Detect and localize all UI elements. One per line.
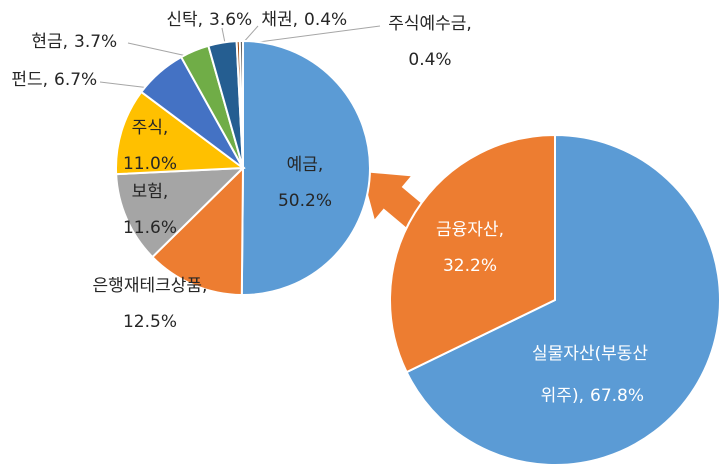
pie-slice bbox=[389, 133, 556, 374]
slice-label: 은행재테크상품, bbox=[93, 276, 208, 296]
slice-label: 현금, bbox=[31, 32, 68, 52]
pie-slice bbox=[115, 90, 246, 176]
slice-label: 예금, bbox=[287, 155, 324, 175]
slice-value: 50.2% bbox=[278, 191, 332, 211]
slice-value: 3.7% bbox=[74, 32, 117, 52]
pie-slice bbox=[240, 39, 371, 296]
slice-label: 채권, bbox=[261, 10, 298, 30]
pie-slice bbox=[151, 165, 245, 297]
pie-slice bbox=[405, 133, 721, 466]
slice-label-line: 위주), bbox=[535, 386, 584, 406]
slice-value: 32.2% bbox=[443, 256, 497, 276]
pie-slice bbox=[115, 166, 246, 259]
leader-line bbox=[243, 25, 381, 45]
slice-value: 12.5% bbox=[123, 312, 177, 332]
slice-label: 실물자산(부동산 위주), bbox=[532, 344, 648, 406]
slice-label: 주식, bbox=[132, 118, 169, 138]
slice-label: 주식예수금, bbox=[388, 14, 472, 34]
leader-line bbox=[99, 81, 151, 89]
slice-value: 11.0% bbox=[123, 154, 177, 174]
slice-label-line: 실물자산(부동산 bbox=[532, 344, 648, 364]
slice-label: 보험, bbox=[132, 182, 169, 202]
slice-label: 신탁, bbox=[166, 10, 203, 30]
slice-value: 11.6% bbox=[123, 218, 177, 238]
slice-value: 0.4% bbox=[408, 50, 451, 70]
slice-value: 6.7% bbox=[54, 70, 97, 90]
slice-value: 67.8% bbox=[590, 386, 644, 406]
slice-value: 3.6% bbox=[209, 10, 252, 30]
pie-slice bbox=[238, 39, 244, 169]
slice-value: 0.4% bbox=[304, 10, 347, 30]
slice-label: 금융자산, bbox=[436, 220, 504, 240]
slice-label: 펀드, bbox=[11, 70, 48, 90]
